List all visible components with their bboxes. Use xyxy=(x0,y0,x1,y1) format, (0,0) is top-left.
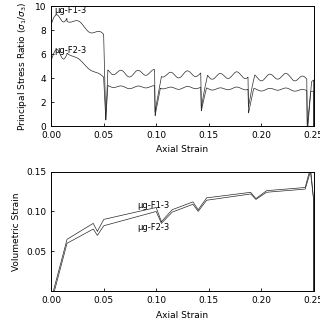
Y-axis label: Volumetric Strain: Volumetric Strain xyxy=(12,192,21,271)
Text: μg-F2-3: μg-F2-3 xyxy=(54,46,87,55)
Text: μg-F1-3: μg-F1-3 xyxy=(137,201,170,210)
X-axis label: Axial Strain: Axial Strain xyxy=(156,146,208,155)
Text: μg-F1-3: μg-F1-3 xyxy=(54,6,87,15)
X-axis label: Axial Strain: Axial Strain xyxy=(156,311,208,320)
Y-axis label: Principal Stress Ratio ($\sigma_1/\sigma_3$): Principal Stress Ratio ($\sigma_1/\sigma… xyxy=(16,2,29,131)
Text: μg-F2-3: μg-F2-3 xyxy=(137,223,170,232)
